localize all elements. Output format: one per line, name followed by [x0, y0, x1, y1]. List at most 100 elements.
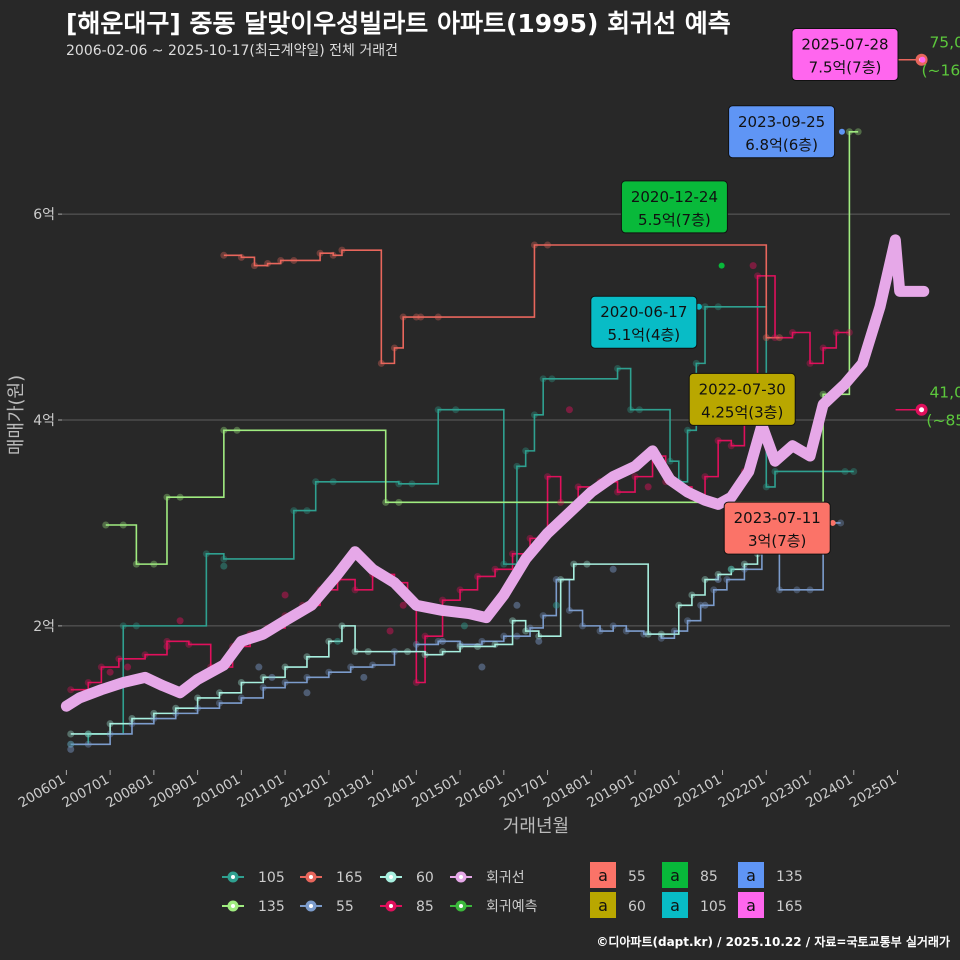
legend-label: 165	[336, 870, 363, 886]
annotation-point	[718, 262, 725, 269]
data-point-105	[539, 375, 547, 383]
data-point-85	[141, 651, 149, 659]
series-line-60	[70, 553, 759, 735]
data-point-55	[500, 632, 508, 640]
scatter-point-105	[552, 601, 560, 609]
x-tick-label: 201401	[366, 772, 419, 812]
legend-label: 회귀예측	[486, 899, 538, 915]
data-point-60	[351, 648, 359, 656]
data-point-55	[657, 634, 665, 642]
data-point-60	[491, 640, 499, 648]
x-tick-label: 201901	[584, 772, 637, 812]
data-point-55	[670, 627, 678, 635]
data-point-55	[609, 622, 617, 630]
data-point-85	[84, 679, 92, 686]
data-point-105	[771, 467, 779, 475]
data-point-55	[347, 663, 355, 671]
data-point-135	[176, 493, 184, 501]
data-point-60	[281, 663, 289, 671]
data-point-105	[500, 560, 508, 568]
data-point-105	[303, 507, 311, 515]
data-point-60	[237, 679, 245, 686]
chart-subtitle: 2006-02-06 ~ 2025-10-17(최근계약일) 전체 거래건	[66, 43, 398, 59]
data-point-105	[452, 406, 460, 414]
annotation-box	[590, 295, 698, 349]
annotation-value: 6.8억(6층)	[745, 136, 818, 154]
endpoint-value-label: 41,000	[929, 384, 960, 402]
data-point-55	[84, 740, 92, 748]
data-point-55	[369, 661, 377, 669]
data-point-105	[627, 406, 635, 414]
data-point-135	[395, 498, 403, 506]
data-point-105	[67, 740, 75, 748]
data-point-105	[290, 507, 298, 515]
data-point-55	[259, 684, 267, 692]
x-tick-label: 202101	[672, 772, 725, 812]
data-point-105	[220, 555, 228, 563]
data-point-105	[530, 411, 538, 419]
data-point-60	[583, 560, 591, 568]
annotation-value: 7.5억(7층)	[809, 59, 882, 77]
legend-label: 85	[416, 899, 434, 915]
x-tick-label: 202001	[628, 772, 681, 812]
data-point-55	[281, 679, 289, 686]
legend-swatch-label: 105	[700, 899, 727, 915]
data-point-85	[456, 586, 464, 594]
data-point-105	[614, 365, 622, 373]
annotation-date: 2025-07-28	[801, 36, 888, 54]
data-point-165	[417, 313, 425, 321]
x-tick-label: 201001	[191, 772, 244, 812]
scatter-point-55	[701, 601, 709, 609]
data-point-60	[338, 622, 346, 630]
scatter-point-85	[124, 663, 132, 671]
data-point-55	[478, 637, 486, 645]
data-point-60	[215, 689, 223, 697]
data-point-55	[710, 586, 718, 594]
data-point-165	[530, 241, 538, 249]
x-axis-label: 거래년월	[503, 816, 569, 837]
data-point-60	[535, 632, 543, 640]
legend-label: 135	[258, 899, 285, 915]
data-point-85	[754, 272, 762, 280]
scatter-point-105	[334, 637, 342, 645]
legend-label: 105	[258, 870, 285, 886]
data-point-55	[539, 612, 547, 620]
annotation-point	[919, 56, 926, 63]
data-point-55	[622, 627, 630, 635]
legend-marker-center	[389, 875, 393, 879]
data-point-135	[163, 493, 171, 501]
data-point-55	[303, 673, 311, 681]
data-point-105	[841, 467, 849, 475]
x-tick-label: 201101	[234, 772, 287, 812]
data-point-135	[382, 498, 390, 506]
data-point-60	[404, 648, 412, 656]
data-point-105	[762, 483, 770, 491]
series-line-85	[70, 275, 850, 691]
legend-swatch-glyph: a	[598, 896, 608, 915]
data-point-55	[412, 640, 420, 648]
data-point-85	[614, 488, 622, 496]
scatter-point-85	[163, 642, 171, 650]
annotation-value: 5.1억(4층)	[607, 326, 680, 344]
series-line-55	[70, 522, 841, 746]
data-point-55	[325, 668, 333, 676]
data-point-105	[119, 622, 127, 630]
x-tick-label: 200601	[16, 772, 69, 812]
data-point-85	[351, 586, 359, 594]
y-axis-label: 매매가(원)	[6, 375, 27, 455]
annotation-value: 3억(7층)	[748, 532, 806, 550]
scatter-point-105	[727, 565, 735, 573]
scatter-point-85	[176, 617, 184, 625]
data-point-55	[684, 617, 692, 625]
scatter-point-85	[565, 406, 573, 414]
legend-swatch-glyph: a	[746, 896, 756, 915]
data-point-165	[277, 256, 285, 264]
data-point-55	[596, 627, 604, 635]
data-point-60	[675, 601, 683, 609]
legend-swatch-label: 55	[628, 869, 646, 885]
legend-marker-center	[231, 875, 235, 879]
data-point-105	[202, 550, 210, 558]
data-point-60	[303, 653, 311, 661]
data-point-165	[329, 251, 337, 259]
